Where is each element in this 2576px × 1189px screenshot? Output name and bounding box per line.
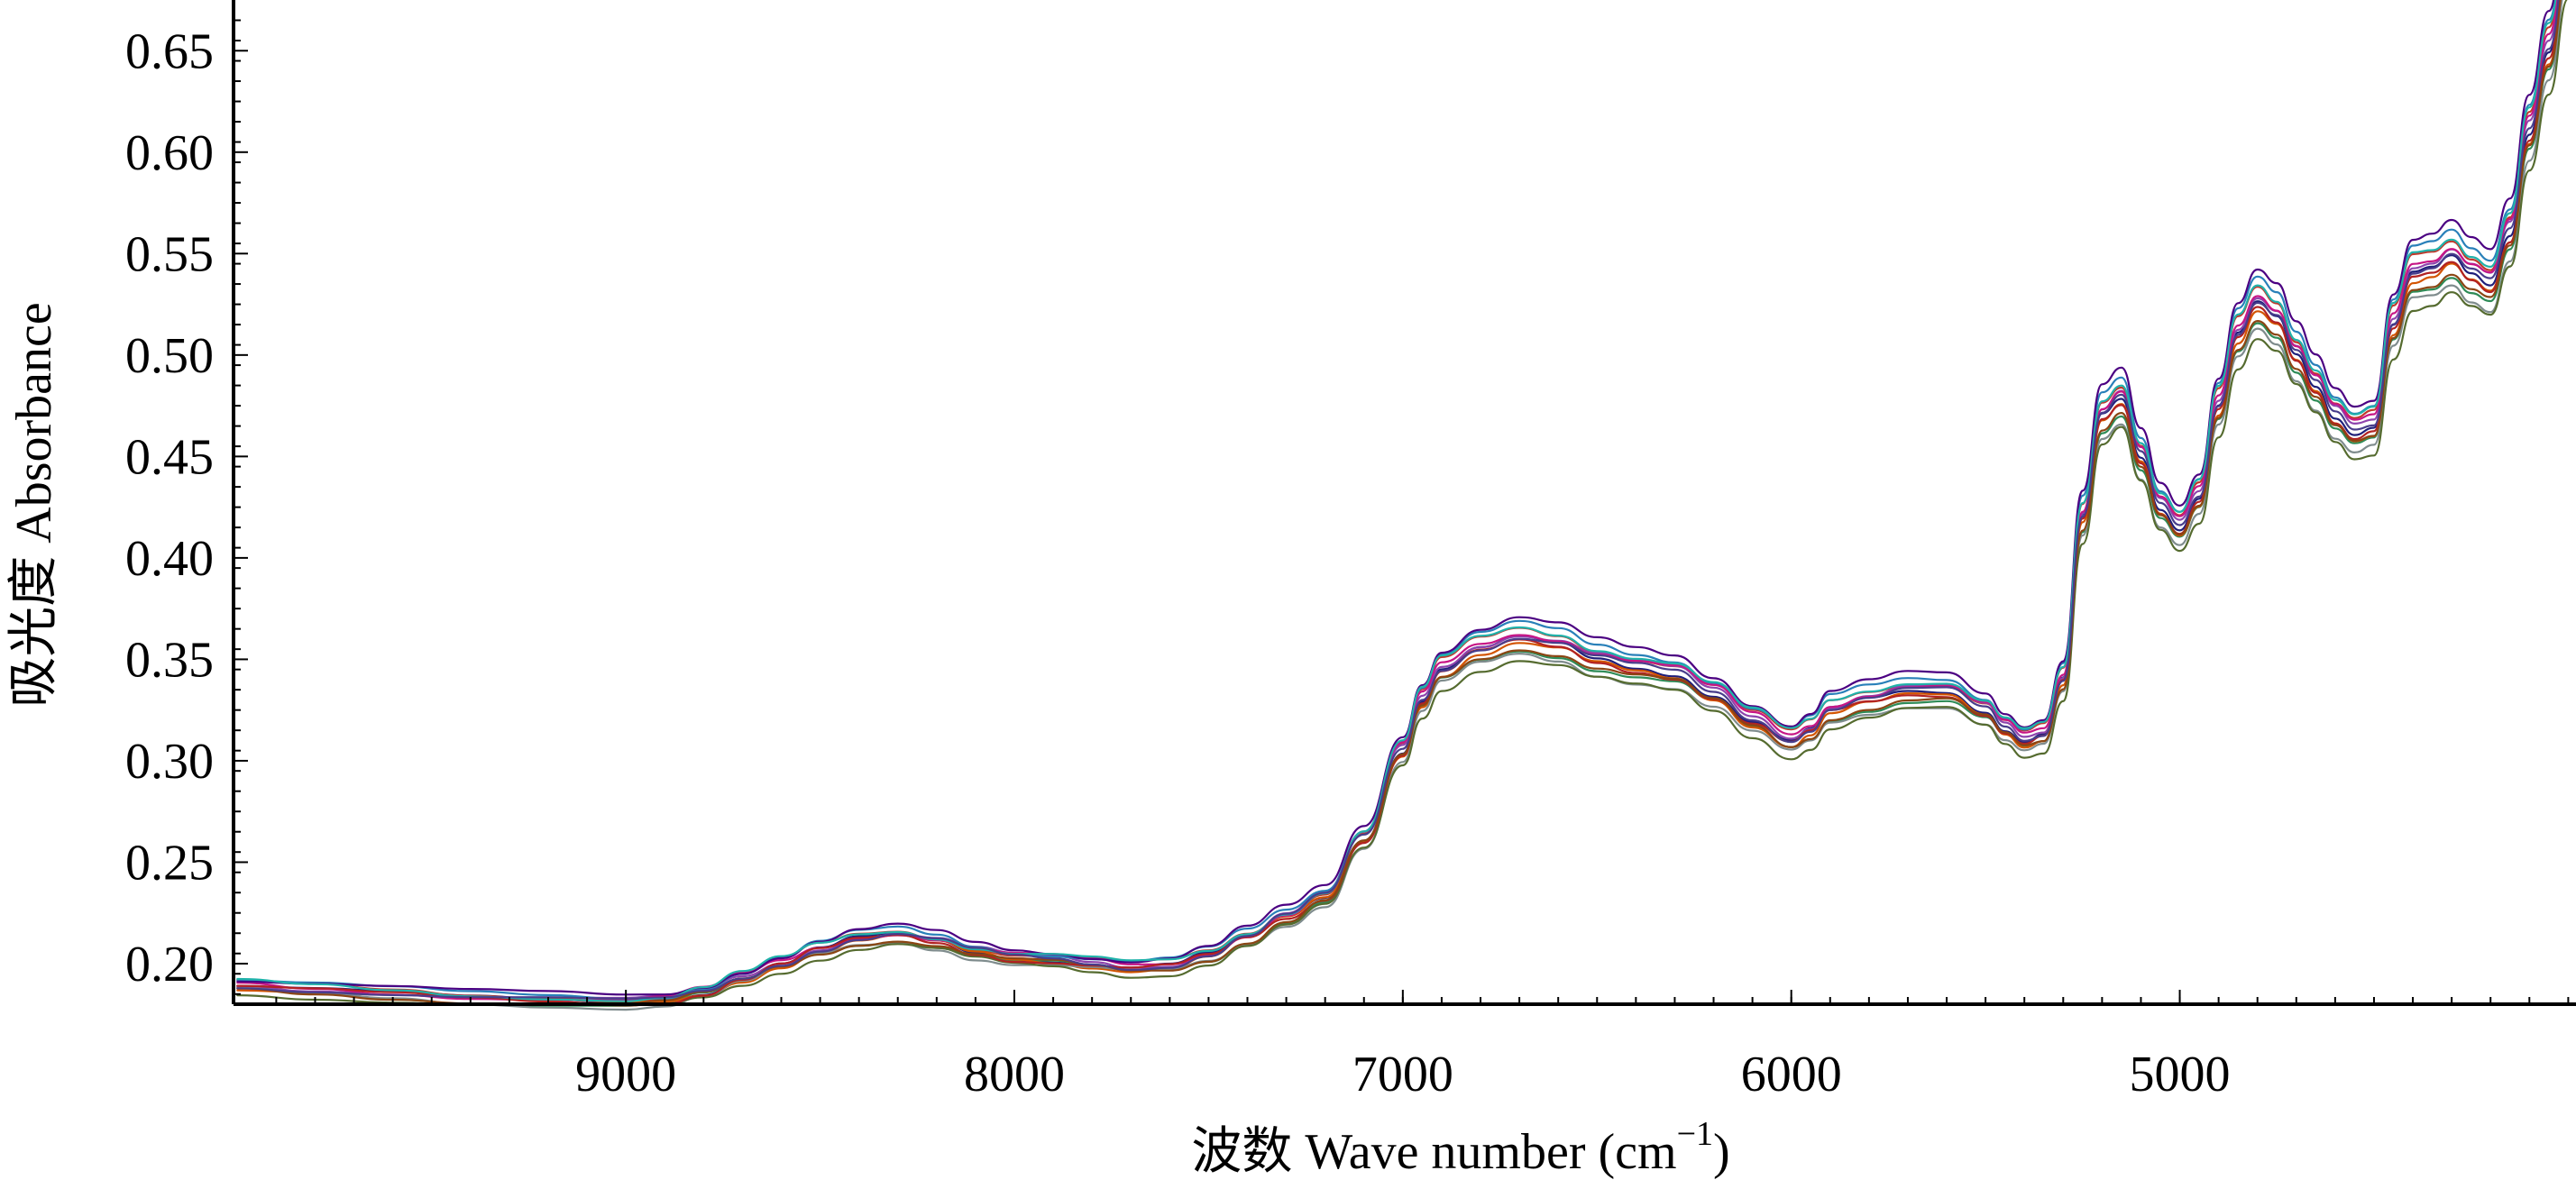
x-axis-title: 波数 Wave number (cm−1) bbox=[1191, 1115, 1729, 1180]
y-tick-label: 0.30 bbox=[125, 734, 214, 790]
y-tick-label: 0.55 bbox=[125, 226, 214, 282]
spectrum-line bbox=[236, 0, 2560, 1000]
spectrum-line bbox=[236, 0, 2557, 1003]
y-tick-label: 0.60 bbox=[125, 125, 214, 181]
spectrum-line bbox=[236, 0, 2569, 1007]
spectrum-line bbox=[236, 0, 2559, 1000]
y-tick-label: 0.40 bbox=[125, 531, 214, 587]
x-axis-title-superscript: −1 bbox=[1677, 1115, 1713, 1153]
spectrum-line bbox=[236, 0, 2558, 1002]
axes-layer bbox=[232, 0, 2576, 1006]
x-tick-label: 7000 bbox=[1352, 1047, 1453, 1102]
spectrum-line bbox=[236, 0, 2561, 1007]
y-tick-label: 0.20 bbox=[125, 937, 214, 992]
x-tick-label: 5000 bbox=[2130, 1047, 2231, 1102]
y-tick-label: 0.65 bbox=[125, 23, 214, 79]
x-tick-label: 9000 bbox=[575, 1047, 676, 1102]
series-layer bbox=[236, 0, 2569, 1011]
spectrum-line bbox=[236, 0, 2556, 1001]
x-tick-label: 6000 bbox=[1741, 1047, 1842, 1102]
spectrum-line bbox=[236, 0, 2562, 1003]
x-tick-label: 8000 bbox=[964, 1047, 1065, 1102]
y-tick-label: 0.50 bbox=[125, 328, 214, 384]
spectrum-line bbox=[236, 0, 2557, 1002]
spectrum-line bbox=[236, 0, 2555, 996]
spectrum-line bbox=[236, 0, 2563, 1011]
y-tick-label: 0.35 bbox=[125, 632, 214, 688]
ticks-layer: 0.20 0.25 0.30 0.35 0.40 0.45 0.50 0.55 0.60 0.65… bbox=[125, 19, 2570, 1102]
y-tick-label: 0.25 bbox=[125, 835, 214, 891]
spectrum-line bbox=[236, 0, 2562, 1007]
spectrum-line bbox=[236, 0, 2562, 1005]
y-axis-title: 吸光度 Absorbance bbox=[6, 302, 62, 707]
y-tick-label: 0.45 bbox=[125, 429, 214, 485]
spectrum-line bbox=[236, 0, 2560, 1004]
